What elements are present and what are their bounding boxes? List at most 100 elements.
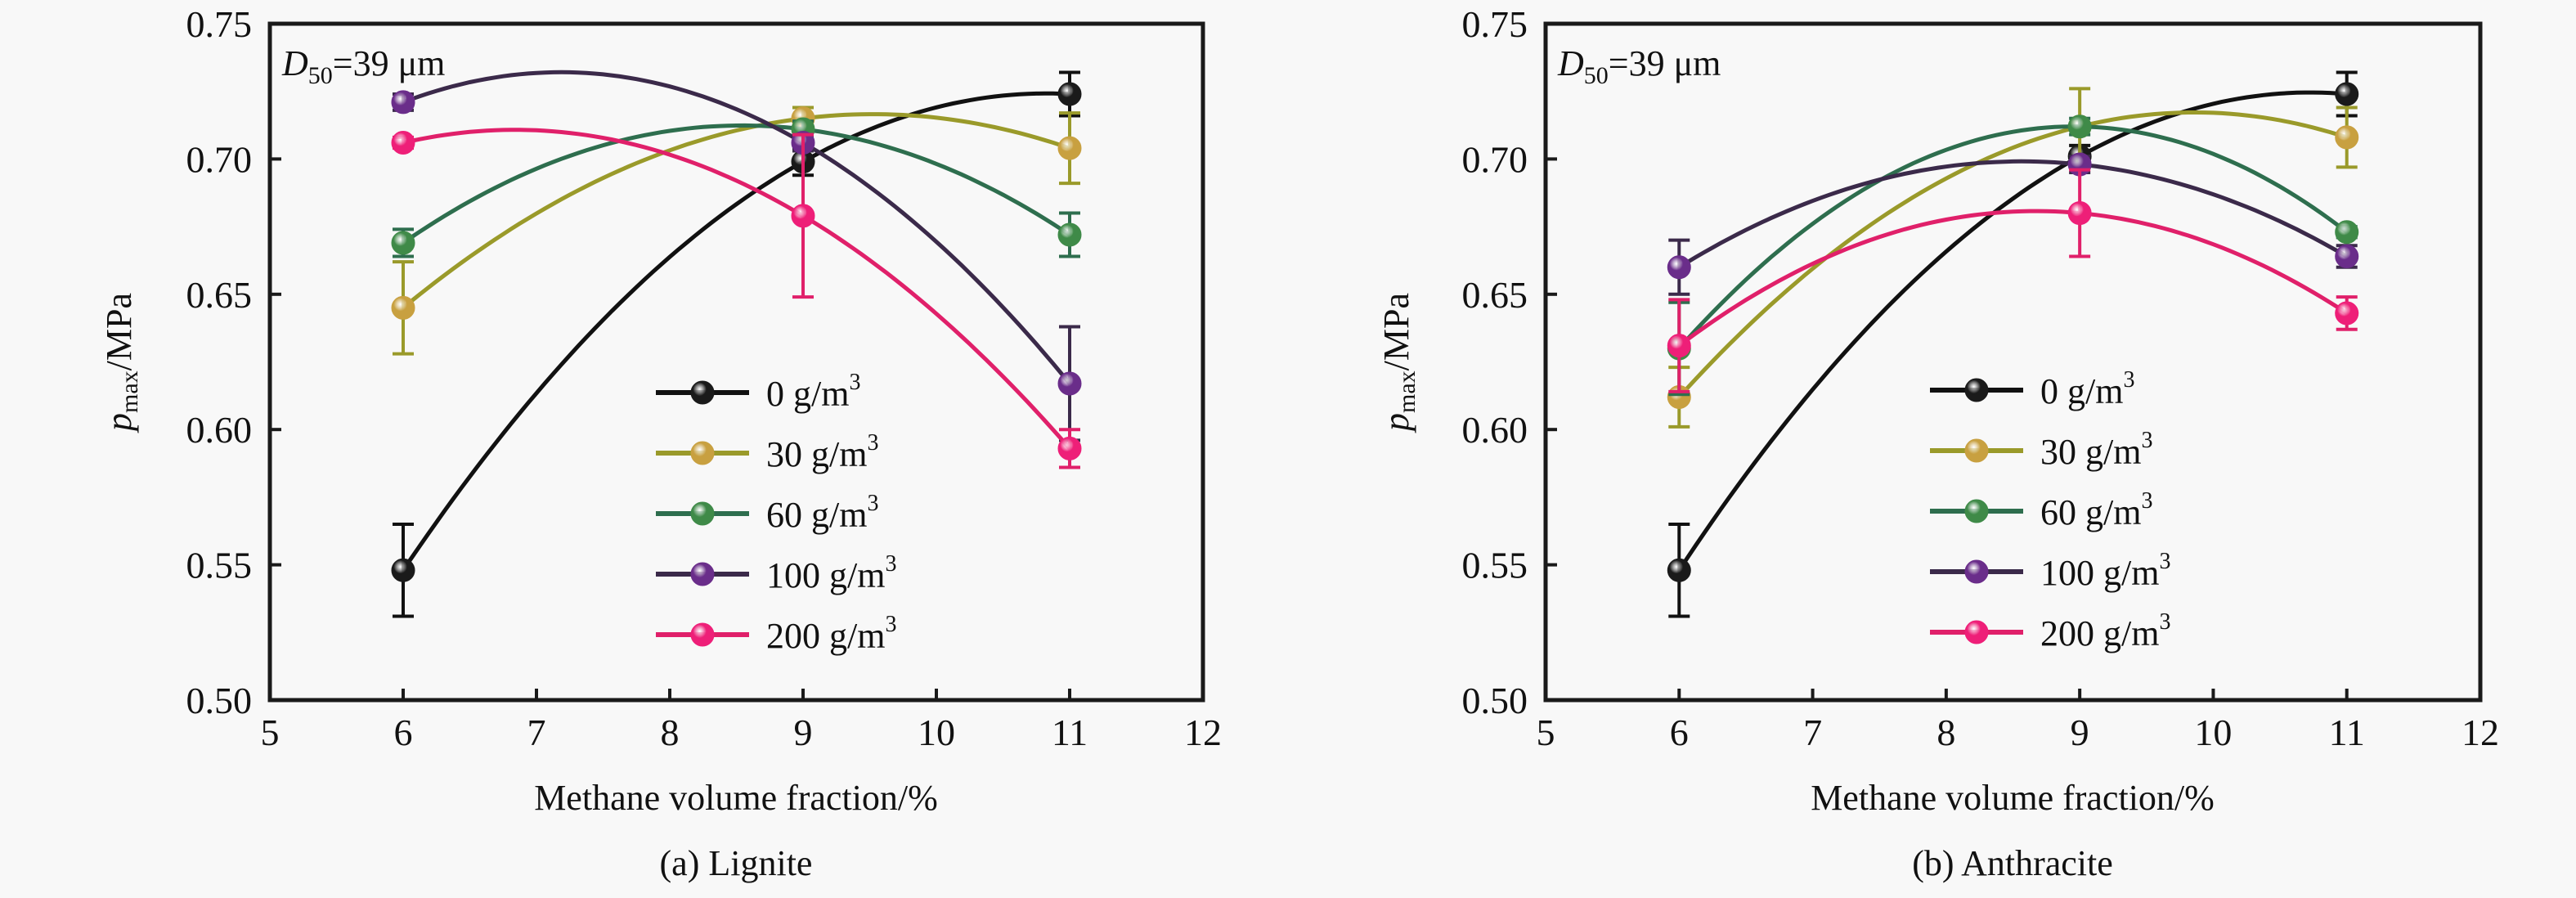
y-tick-label: 0.75 [1462,3,1528,45]
legend-label-text: 30 g/m [2040,432,2141,472]
legend-label-text: 200 g/m [766,616,885,656]
legend-label: 30 g/m3 [2040,428,2152,472]
panel-caption: (b) Anthracite [1912,843,2113,883]
x-tick-label: 11 [2329,712,2365,753]
data-point [391,90,415,114]
legend-item: 100 g/m3 [656,551,896,595]
legend-item: 60 g/m3 [1930,488,2152,532]
data-point [1057,222,1082,247]
panel-lignite: (a) Lignite Methane volume fraction/% 5 6… [99,3,1222,883]
y-axis-title: pmax/MPa [1376,293,1420,433]
y-tick-label: 0.55 [186,545,253,586]
data-point [1057,136,1082,160]
series-line [1677,90,2347,572]
annotation-subscript: 50 [308,62,333,89]
legend-label-text: 30 g/m [766,434,867,474]
legend-label-superscript: 3 [849,370,860,395]
panel-anthracite: (b) Anthracite Methane volume fraction/%… [1376,3,2499,883]
x-tick-label: 10 [918,712,955,753]
series-line [402,70,1071,385]
x-axis-title: Methane volume fraction/% [534,778,938,818]
x-tick-label: 6 [394,712,413,753]
series-200-g-m3 [391,128,1082,469]
series-line [1677,124,2349,350]
legend-label: 0 g/m3 [766,370,860,414]
x-tick-label: 8 [1936,712,1955,753]
plot-frame [1543,21,2483,703]
x-tick-label: 11 [1052,712,1088,753]
data-point [391,131,415,155]
legend-item: 60 g/m3 [656,491,878,535]
data-point [1667,558,1691,582]
annotation-subscript: 50 [1584,62,1609,89]
legend-swatch-marker [690,501,715,526]
legend-swatch-marker [690,441,715,465]
legend-label-text: 0 g/m [2040,371,2123,411]
legend-label-text: 60 g/m [766,495,867,535]
data-point [2335,301,2359,326]
legend-label-superscript: 3 [2123,367,2134,393]
legend-label-text: 100 g/m [2040,553,2159,593]
legend-label-superscript: 3 [885,612,896,637]
data-point [1057,371,1082,396]
legend-label-superscript: 3 [885,551,896,577]
series-line [1678,159,2348,269]
legend-swatch-marker [690,562,715,586]
legend-label-text: 60 g/m [2040,492,2141,532]
legend-swatch-marker [690,622,715,647]
data-point [1057,82,1082,106]
legend-label-superscript: 3 [2141,428,2152,453]
data-point [791,204,815,228]
legend-label: 200 g/m3 [766,612,896,656]
y-tick-label: 0.65 [186,274,253,316]
x-axis-title: Methane volume fraction/% [1811,778,2215,818]
legend-label: 30 g/m3 [766,430,878,474]
annotation-value: =39 μm [1609,43,1721,83]
x-tick-label: 6 [1670,712,1689,753]
data-point [1667,255,1691,280]
legend-item: 100 g/m3 [1930,549,2170,593]
y-axis-title-symbol: p [1376,413,1416,433]
plot-frame [267,21,1205,703]
y-axis-title-unit: /MPa [99,293,139,370]
y-tick-label: 0.60 [186,409,253,451]
data-point [391,558,415,582]
x-tick-label: 9 [794,712,813,753]
legend-label-text: 200 g/m [2040,613,2159,653]
data-point [2335,220,2359,245]
data-point [1057,436,1082,460]
data-point [2335,82,2359,106]
particle-size-annotation: D50=39 μm [1557,43,1721,89]
legend-swatch-marker [1964,438,1989,463]
y-tick-label: 0.50 [186,680,253,721]
legend-label: 100 g/m3 [766,551,896,595]
legend-label-text: 0 g/m [766,374,849,414]
legend-item: 200 g/m3 [656,612,896,656]
x-tick-label: 9 [2071,712,2089,753]
legend-label: 200 g/m3 [2040,609,2170,653]
series-200-g-m3 [1667,168,2359,393]
legend-label-superscript: 3 [2159,609,2170,635]
data-point [391,231,415,255]
series-line [1677,209,2349,348]
legend-item: 200 g/m3 [1930,609,2170,653]
legend-label-superscript: 3 [867,491,878,516]
y-axis-title-subscript: max [1393,370,1420,413]
x-tick-label: 8 [661,712,680,753]
y-axis-title-unit: /MPa [1376,293,1416,370]
legend-label-superscript: 3 [867,430,878,456]
legend-swatch-marker [690,380,715,405]
y-axis-title-subscript: max [116,370,143,413]
series-60-g-m3 [1667,114,2359,397]
data-point [1667,334,1691,358]
panel-caption: (a) Lignite [660,843,813,883]
legend-item: 30 g/m3 [656,430,878,474]
y-tick-label: 0.65 [1462,274,1528,316]
y-tick-label: 0.70 [186,138,253,180]
y-axis-title: pmax/MPa [99,293,143,433]
legend-label-text: 100 g/m [766,555,885,595]
x-tick-label: 5 [261,712,280,753]
series-0-g-m3 [1667,70,2359,618]
